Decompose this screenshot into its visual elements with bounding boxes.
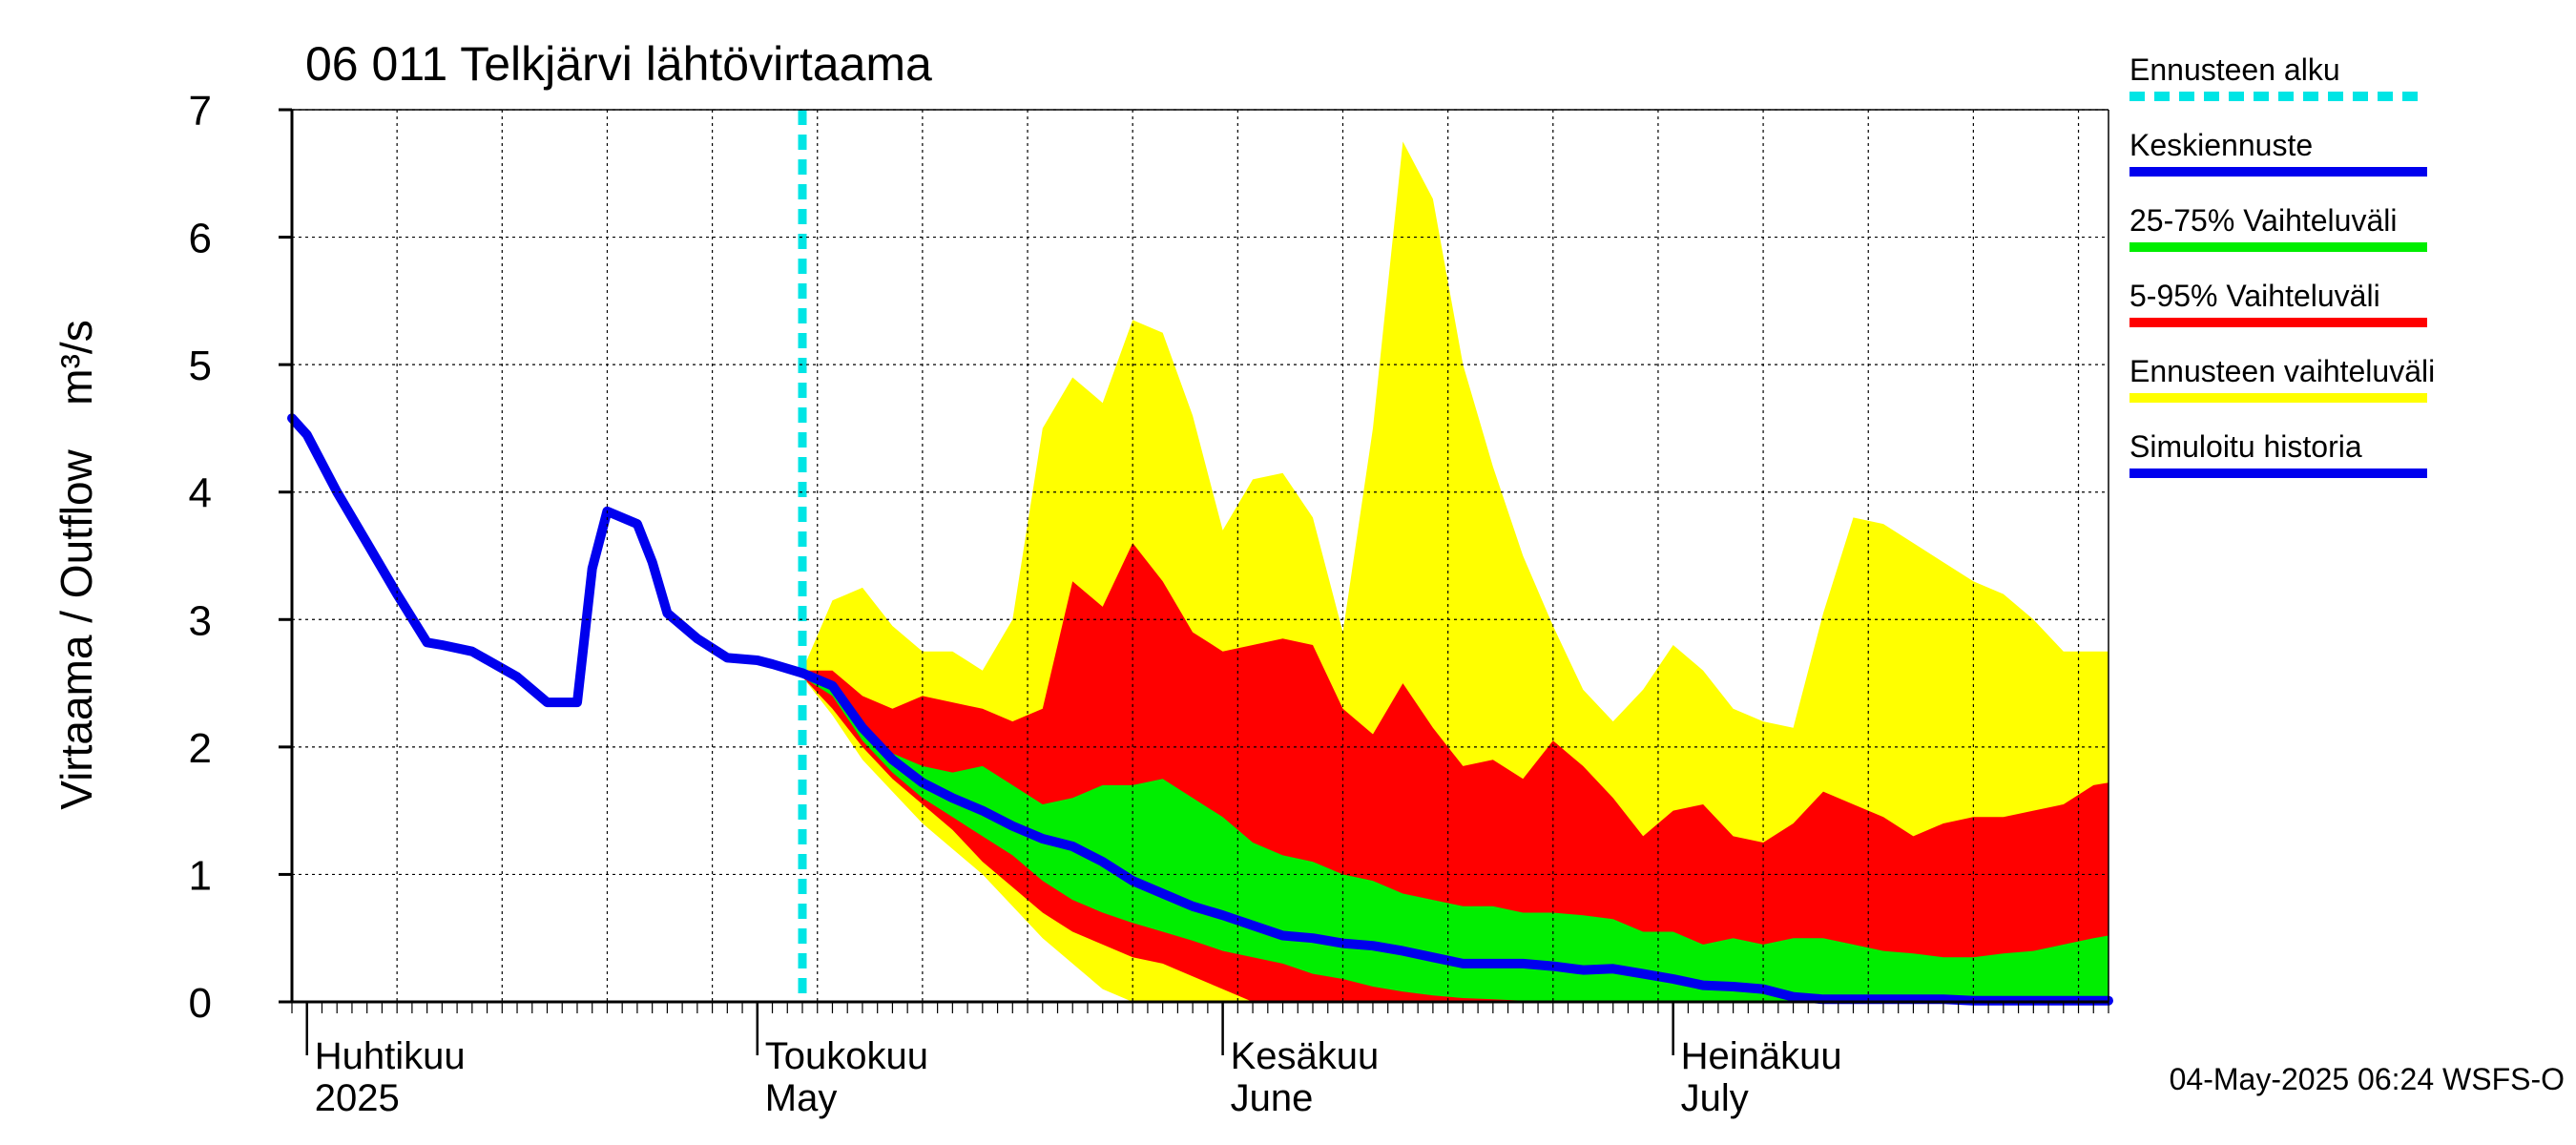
band-25-75-area (802, 670, 2109, 1002)
x-month-label: Kesäkuu (1231, 1035, 1380, 1077)
legend-label: Simuloitu historia (2129, 429, 2362, 464)
axes: 01234567Huhtikuu2025ToukokuuMayKesäkuuJu… (189, 88, 2109, 1119)
y-tick-label: 2 (189, 725, 212, 772)
x-month-sublabel: June (1231, 1077, 1314, 1119)
y-tick-label: 7 (189, 88, 212, 135)
legend-label: 5-95% Vaihteluväli (2129, 279, 2380, 313)
y-tick-label: 4 (189, 470, 212, 517)
x-month-label: Huhtikuu (315, 1035, 466, 1077)
y-tick-label: 3 (189, 597, 212, 644)
legend-label: Keskiennuste (2129, 128, 2313, 162)
y-tick-label: 1 (189, 852, 212, 899)
legend-label: Ennusteen vaihteluväli (2129, 354, 2435, 388)
footer-timestamp: 04-May-2025 06:24 WSFS-O (2170, 1062, 2565, 1096)
y-axis-label: Virtaama / Outflow (52, 448, 101, 809)
plot-area (287, 110, 2113, 1006)
chart-title: 06 011 Telkjärvi lähtövirtaama (305, 37, 932, 91)
x-month-label: Heinäkuu (1681, 1035, 1842, 1077)
y-tick-label: 6 (189, 216, 212, 262)
y-axis-unit: m³/s (52, 320, 101, 405)
median-line (798, 668, 2113, 1006)
y-tick-label: 0 (189, 980, 212, 1027)
legend-label: 25-75% Vaihteluväli (2129, 203, 2397, 238)
y-tick-label: 5 (189, 343, 212, 389)
legend: Ennusteen alku Keskiennuste 25-75% Vaihtel… (2129, 52, 2435, 478)
x-month-label: Toukokuu (765, 1035, 928, 1077)
legend-label: Ennusteen alku (2129, 52, 2340, 87)
x-month-sublabel: May (765, 1077, 838, 1119)
history-line (287, 413, 807, 708)
x-month-sublabel: July (1681, 1077, 1749, 1119)
x-month-sublabel: 2025 (315, 1077, 400, 1119)
